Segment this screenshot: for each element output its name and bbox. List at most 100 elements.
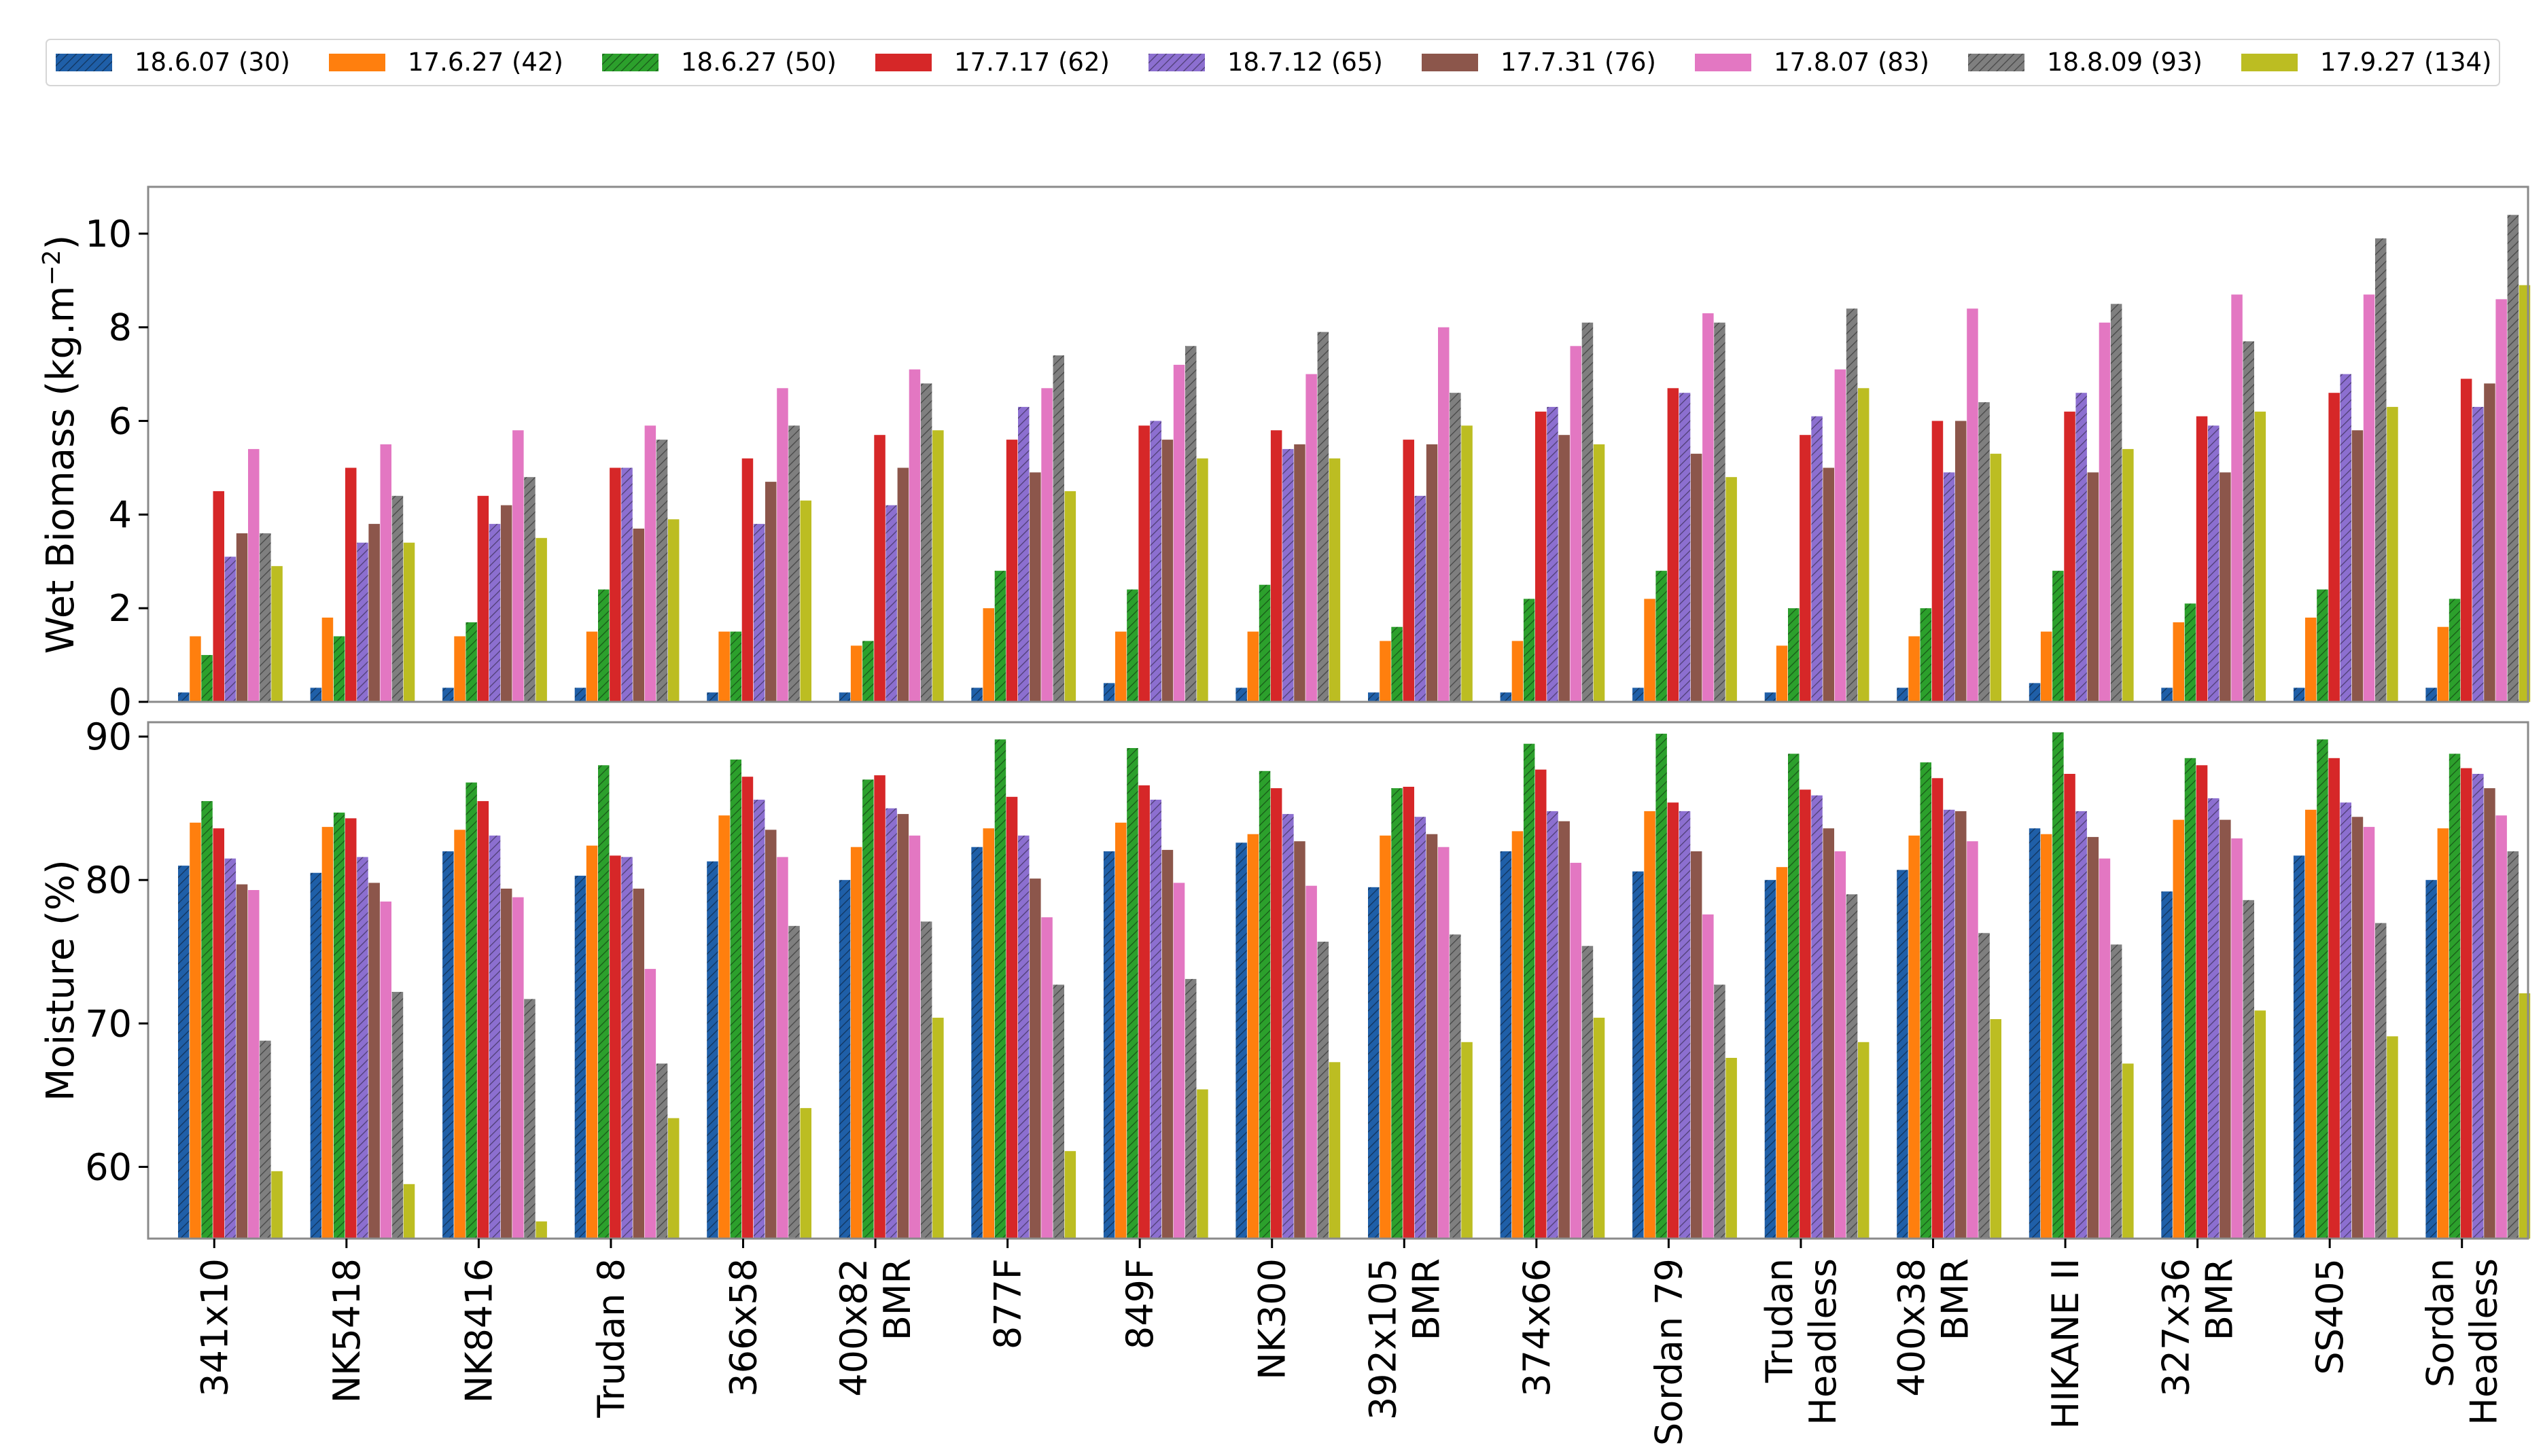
wet-biomass-bar-849f-17-8-07-83	[1173, 364, 1185, 702]
moisture-bar-849f-18-6-07-30	[1103, 851, 1115, 1239]
wet-biomass-bar-nk300-18-6-27-50	[1259, 584, 1271, 702]
wet-biomass-bar-trudan-headless-17-7-31-76	[1823, 467, 1834, 702]
moisture-bar-trudan-8-17-9-27-134	[667, 1118, 680, 1239]
wet-biomass-bar-392x105-bmr-17-9-27-134	[1461, 425, 1473, 702]
moisture-bar-877f-17-7-31-76	[1030, 878, 1041, 1239]
wet-biomass-bar-trudan-8-17-9-27-134	[667, 519, 680, 702]
wet-biomass-y-axis-label: Wet Biomass (kg.m−2)	[38, 235, 84, 654]
wet-biomass-bar-341x10-17-8-07-83	[248, 448, 260, 702]
moisture-bar-nk300-17-7-17-62	[1270, 788, 1282, 1239]
wet-biomass-bar-sordan-79-17-9-27-134	[1725, 477, 1737, 702]
moisture-bar-nk8416-18-6-27-50	[466, 782, 477, 1239]
moisture-bar-366x58-17-7-17-62	[741, 777, 754, 1239]
moisture-bar-400x38-bmr-17-8-07-83	[1967, 841, 1978, 1239]
wet-biomass-bar-341x10-17-9-27-134	[271, 566, 283, 702]
wet-biomass-bar-392x105-bmr-18-7-12-65	[1414, 495, 1426, 702]
moisture-y-ticks: 60 70 80 90	[85, 715, 148, 1188]
wet-biomass-bar-nk8416-18-6-07-30	[442, 688, 454, 702]
moisture-bar-374x66-17-7-17-62	[1535, 769, 1547, 1239]
x-tick-label-366x58: 366x58	[722, 1258, 765, 1397]
wet-biomass-bar-341x10-18-8-09-93	[260, 533, 271, 702]
legend-label-18-6-27-50: 18.6.27 (50)	[681, 48, 837, 77]
moisture-bar-392x105-bmr-18-8-09-93	[1450, 934, 1461, 1239]
moisture-bar-trudan-headless-18-8-09-93	[1846, 894, 1858, 1239]
moisture-bar-327x36-bmr-17-7-17-62	[2196, 765, 2208, 1239]
x-tick-label-400x82-bmr-line-1: 400x82	[832, 1258, 875, 1397]
wet-biomass-bar-327x36-bmr-17-7-31-76	[2220, 472, 2231, 702]
moisture-bar-nk300-18-8-09-93	[1317, 942, 1329, 1239]
moisture-bar-341x10-18-6-07-30	[178, 866, 190, 1239]
wet-biomass-bar-327x36-bmr-18-8-09-93	[2243, 341, 2254, 702]
y-axis-label-main: Wet Biomass (kg.m	[39, 286, 83, 654]
wet-biomass-bar-341x10-18-6-27-50	[201, 655, 213, 702]
moisture-bar-nk8416-18-7-12-65	[489, 835, 501, 1239]
moisture-bar-ss405-17-9-27-134	[2387, 1036, 2398, 1239]
wet-biomass-bar-ss405-18-8-09-93	[2375, 238, 2387, 702]
wet-biomass-bar-366x58-17-8-07-83	[777, 388, 788, 702]
moisture-bar-ss405-18-8-09-93	[2375, 923, 2387, 1239]
legend-label-17-8-07-83: 17.8.07 (83)	[1774, 48, 1929, 77]
wet-biomass-bar-392x105-bmr-17-7-17-62	[1403, 440, 1414, 702]
moisture-bar-trudan-8-17-7-17-62	[610, 855, 621, 1239]
moisture-bar-366x58-17-6-27-42	[718, 815, 730, 1239]
wet-biomass-bar-374x66-17-7-31-76	[1558, 435, 1570, 702]
wet-biomass-bar-trudan-headless-17-8-07-83	[1834, 369, 1846, 702]
moisture-bar-nk8416-17-7-17-62	[477, 801, 489, 1239]
wet-biomass-bar-849f-17-6-27-42	[1115, 631, 1127, 702]
moisture-panel: 60 70 80 90 Moisture (%) 341x10 NK5418 NK8416…	[39, 715, 2531, 1446]
moisture-bar-hikane-ii-17-7-31-76	[2087, 836, 2099, 1239]
moisture-bar-nk5418-17-9-27-134	[403, 1184, 415, 1239]
wet-biomass-bar-849f-18-7-12-65	[1150, 421, 1161, 702]
moisture-bar-400x38-bmr-18-6-07-30	[1897, 870, 1908, 1239]
x-tick-label-400x82-bmr-line-2: BMR	[876, 1258, 919, 1340]
wet-biomass-bar-trudan-8-17-8-07-83	[644, 425, 656, 702]
wet-biomass-bar-374x66-18-7-12-65	[1547, 406, 1558, 702]
wet-biomass-bar-nk5418-17-9-27-134	[403, 542, 415, 702]
wet-biomass-bar-trudan-8-18-8-09-93	[656, 440, 668, 702]
moisture-bar-392x105-bmr-17-7-31-76	[1426, 834, 1438, 1239]
wet-biomass-bar-849f-18-8-09-93	[1185, 346, 1197, 702]
moisture-bar-877f-18-7-12-65	[1018, 835, 1030, 1239]
wet-biomass-bar-366x58-17-7-17-62	[741, 458, 754, 702]
moisture-bar-trudan-headless-17-9-27-134	[1857, 1042, 1870, 1239]
moisture-bar-877f-17-7-17-62	[1006, 796, 1018, 1239]
moisture-bar-ss405-17-7-31-76	[2351, 817, 2364, 1239]
wet-biomass-bar-877f-18-6-07-30	[971, 688, 983, 702]
moisture-bar-400x38-bmr-18-6-27-50	[1920, 762, 1931, 1239]
wet-biomass-bar-nk8416-17-6-27-42	[454, 636, 466, 702]
x-tick-label-nk8416: NK8416	[457, 1258, 500, 1403]
moisture-bar-374x66-18-7-12-65	[1547, 811, 1558, 1239]
wet-biomass-bar-hikane-ii-17-8-07-83	[2099, 322, 2111, 702]
moisture-bar-sordan-79-18-8-09-93	[1714, 984, 1725, 1239]
moisture-bar-nk5418-18-7-12-65	[357, 857, 368, 1239]
legend: 18.6.07 (30) 17.6.27 (42) 18.6.27 (50) 17.7…	[46, 39, 2500, 86]
wet-biomass-bar-392x105-bmr-17-8-07-83	[1438, 327, 1450, 702]
wet-biomass-bar-392x105-bmr-17-7-31-76	[1426, 444, 1438, 702]
x-tick-label-392x105-bmr-line-1: 392x105	[1361, 1258, 1404, 1420]
wet-biomass-bar-366x58-18-6-27-50	[730, 631, 741, 702]
wet-biomass-bar-877f-17-9-27-134	[1064, 491, 1076, 702]
moisture-bar-nk300-17-9-27-134	[1329, 1062, 1341, 1239]
moisture-bar-trudan-headless-17-6-27-42	[1776, 867, 1788, 1239]
moisture-bar-327x36-bmr-17-8-07-83	[2231, 838, 2243, 1239]
wet-biomass-bar-849f-17-7-17-62	[1138, 425, 1150, 702]
moisture-bar-877f-17-9-27-134	[1064, 1151, 1076, 1239]
x-tick-label-sordan-headless-line-2: Headless	[2463, 1258, 2506, 1425]
wet-biomass-bar-400x82-bmr-17-8-07-83	[909, 369, 921, 702]
wet-biomass-bar-ss405-17-9-27-134	[2387, 406, 2398, 702]
wet-biomass-bar-ss405-17-7-31-76	[2351, 430, 2364, 702]
moisture-bar-374x66-17-7-31-76	[1558, 821, 1570, 1239]
legend-swatch-17-7-31-76	[1422, 54, 1478, 71]
wet-biomass-bar-374x66-18-8-09-93	[1581, 322, 1594, 702]
moisture-bar-nk8416-17-6-27-42	[454, 830, 466, 1239]
moisture-bar-trudan-8-17-7-31-76	[633, 888, 644, 1239]
moisture-bar-877f-18-8-09-93	[1053, 984, 1064, 1239]
moisture-bar-sordan-headless-17-7-31-76	[2484, 788, 2495, 1239]
wet-biomass-bar-sordan-79-17-7-31-76	[1690, 453, 1702, 702]
moisture-bar-327x36-bmr-17-9-27-134	[2254, 1010, 2266, 1239]
moisture-bar-374x66-18-6-27-50	[1523, 743, 1535, 1239]
moisture-bar-ss405-17-7-17-62	[2328, 758, 2340, 1239]
wet-biomass-y-tick-label-10: 10	[85, 213, 132, 255]
moisture-bar-877f-18-6-27-50	[994, 739, 1006, 1239]
